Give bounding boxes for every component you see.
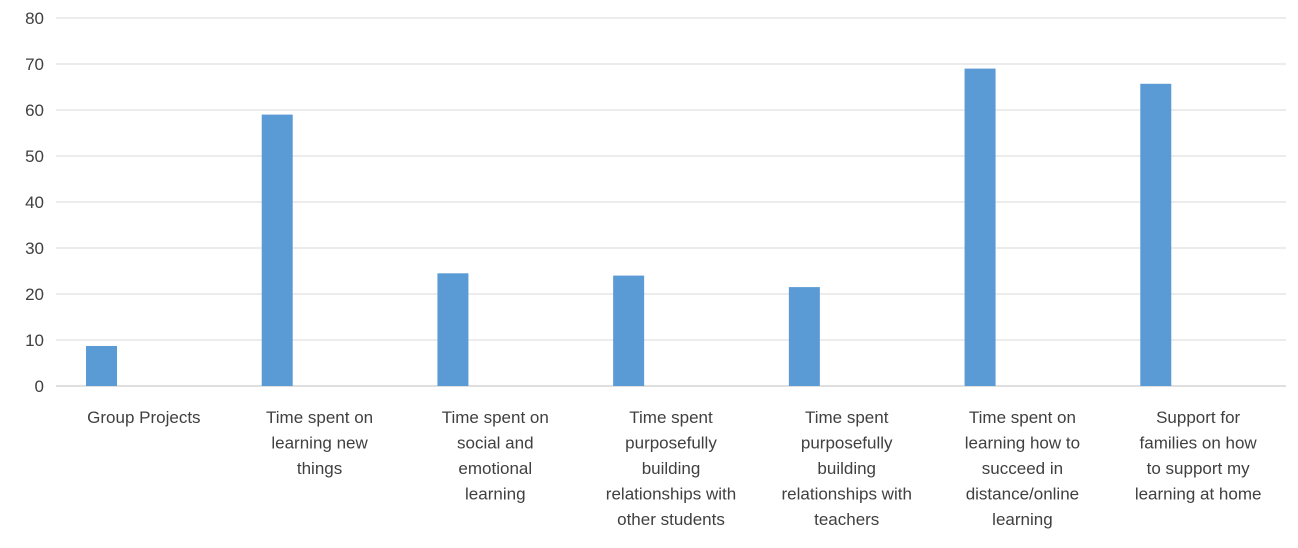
x-category-label-line: learning at home: [1135, 485, 1262, 504]
y-tick-label: 50: [25, 147, 44, 166]
x-category-label: Time spent on learning new things: [266, 408, 373, 478]
x-category-label-line: teachers: [814, 510, 879, 529]
x-category-label-line: Time spent: [629, 408, 713, 427]
x-category-label: Time spent purposefully building relationsh…: [782, 408, 912, 529]
x-category-label-line: learning how to: [965, 434, 1080, 453]
y-tick-label: 80: [25, 9, 44, 28]
gridlines: [56, 17, 1286, 387]
x-category-label-line: Time spent: [805, 408, 889, 427]
x-category-label-line: relationships with: [606, 485, 736, 504]
x-category-label-line: learning new: [271, 434, 368, 453]
x-category-label-line: Time spent on: [442, 408, 549, 427]
bar: [86, 345, 117, 386]
x-category-label: Time spent purposefully building relationsh…: [606, 408, 736, 529]
y-tick-label: 10: [25, 331, 44, 350]
bar: [261, 114, 293, 386]
x-category-label-line: families on how: [1140, 434, 1258, 453]
y-tick-label: 70: [25, 55, 44, 74]
x-category-label-line: social and: [457, 434, 534, 453]
x-category-label-line: purposefully: [625, 434, 717, 453]
x-category-label-line: Time spent on: [969, 408, 1076, 427]
y-tick-label: 20: [25, 285, 44, 304]
x-category-label: Group Projects: [87, 408, 200, 427]
x-category-label-line: building: [817, 459, 876, 478]
y-tick-label: 40: [25, 193, 44, 212]
x-category-label: Time spent on learning how to succeed in di…: [965, 408, 1080, 529]
x-axis-categories: Group Projects Time spent on learning new t…: [87, 408, 1261, 529]
bar: [1140, 83, 1172, 386]
bars: [86, 68, 1172, 386]
x-category-label-line: purposefully: [801, 434, 893, 453]
x-category-label: Support for families on how to support my l…: [1135, 408, 1262, 504]
bar: [613, 275, 645, 386]
x-category-label-line: learning: [465, 485, 526, 504]
x-category-label-line: distance/online: [966, 485, 1079, 504]
x-category-label-line: emotional: [458, 459, 532, 478]
x-category-label: Time spent on social and emotional learning: [442, 408, 549, 504]
bar: [788, 287, 820, 386]
y-tick-label: 0: [35, 377, 44, 396]
x-category-label-line: to support my: [1147, 459, 1250, 478]
x-category-label-line: building: [642, 459, 701, 478]
x-category-label-line: Time spent on: [266, 408, 373, 427]
y-tick-label: 30: [25, 239, 44, 258]
x-category-label-line: Support for: [1156, 408, 1240, 427]
y-axis-ticks: 0 10 20 30 40 50 60 70 80: [25, 9, 44, 396]
bar: [437, 273, 469, 386]
y-tick-label: 60: [25, 101, 44, 120]
x-category-label-line: things: [297, 459, 342, 478]
x-category-label-line: succeed in: [982, 459, 1063, 478]
x-category-label-line: learning: [992, 510, 1053, 529]
x-category-label-line: Group Projects: [87, 408, 200, 427]
bar: [964, 68, 996, 386]
x-category-label-line: other students: [617, 510, 725, 529]
x-category-label-line: relationships with: [782, 485, 912, 504]
